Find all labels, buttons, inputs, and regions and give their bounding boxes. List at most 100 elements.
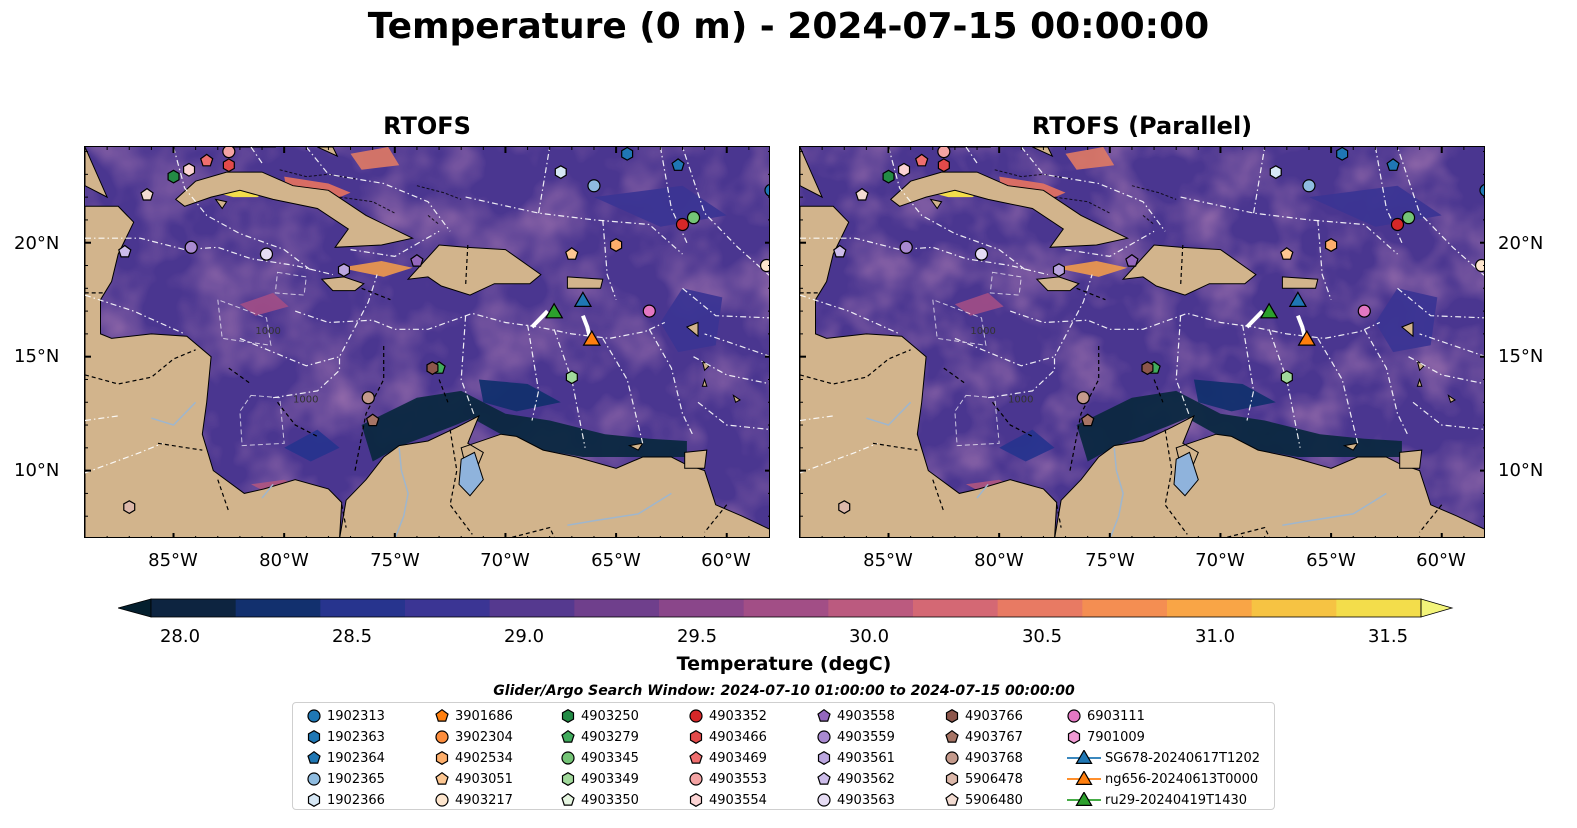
- argo-float-marker[interactable]: [565, 370, 578, 385]
- argo-float-marker[interactable]: [1141, 361, 1154, 376]
- argo-float-marker[interactable]: [1386, 158, 1400, 171]
- argo-float-marker[interactable]: [1336, 147, 1349, 161]
- cold-temperature-patch: [999, 429, 1055, 462]
- argo-float-marker[interactable]: [1080, 413, 1095, 427]
- argo-float-marker[interactable]: [974, 247, 989, 261]
- legend-marker[interactable]: [435, 771, 449, 785]
- argo-float-marker[interactable]: [565, 247, 579, 260]
- legend-marker[interactable]: [561, 772, 575, 786]
- glider-marker[interactable]: [544, 302, 564, 319]
- legend-marker[interactable]: [945, 751, 959, 765]
- argo-float-marker[interactable]: [897, 162, 911, 177]
- argo-float-marker[interactable]: [686, 211, 701, 225]
- legend-marker[interactable]: [307, 730, 321, 744]
- argo-float-marker[interactable]: [1390, 217, 1405, 232]
- argo-float-marker[interactable]: [426, 361, 439, 376]
- argo-float-marker[interactable]: [1479, 184, 1485, 197]
- argo-float-marker[interactable]: [222, 158, 235, 173]
- argo-float-marker[interactable]: [764, 184, 770, 197]
- argo-float-marker[interactable]: [1125, 253, 1139, 267]
- contour-label: 1000: [255, 326, 280, 337]
- argo-float-marker[interactable]: [1280, 247, 1294, 260]
- legend-marker[interactable]: [817, 771, 831, 785]
- glider-marker[interactable]: [1259, 302, 1279, 319]
- legend-marker[interactable]: [435, 793, 449, 807]
- argo-float-marker[interactable]: [838, 500, 851, 515]
- legend-marker[interactable]: [817, 793, 831, 807]
- legend-marker[interactable]: [1075, 771, 1093, 785]
- argo-float-marker[interactable]: [621, 147, 634, 161]
- argo-float-marker[interactable]: [199, 153, 214, 167]
- argo-float-marker[interactable]: [882, 169, 895, 184]
- argo-float-marker[interactable]: [1324, 238, 1338, 252]
- argo-float-marker[interactable]: [937, 147, 951, 159]
- argo-float-marker[interactable]: [222, 147, 236, 159]
- argo-float-marker[interactable]: [365, 413, 380, 427]
- legend-marker[interactable]: [945, 709, 959, 723]
- argo-float-marker[interactable]: [140, 187, 154, 201]
- legend-marker[interactable]: [1067, 730, 1081, 744]
- argo-float-marker[interactable]: [675, 217, 690, 232]
- argo-float-marker[interactable]: [410, 253, 424, 267]
- legend-marker[interactable]: [561, 729, 575, 743]
- argo-float-marker[interactable]: [1052, 263, 1065, 278]
- legend-marker[interactable]: [817, 708, 831, 722]
- argo-float-marker[interactable]: [642, 304, 656, 318]
- legend-marker[interactable]: [817, 730, 831, 744]
- legend-marker[interactable]: [945, 792, 959, 806]
- argo-float-marker[interactable]: [118, 244, 132, 258]
- legend-marker[interactable]: [689, 709, 703, 723]
- argo-float-marker[interactable]: [1076, 391, 1090, 405]
- legend-marker[interactable]: [435, 708, 449, 722]
- legend-marker[interactable]: [1075, 792, 1093, 806]
- argo-float-marker[interactable]: [123, 500, 136, 515]
- legend-marker[interactable]: [435, 751, 449, 765]
- legend-marker[interactable]: [1067, 709, 1081, 723]
- argo-float-marker[interactable]: [361, 391, 375, 405]
- argo-float-marker[interactable]: [759, 258, 770, 273]
- legend-marker[interactable]: [1075, 750, 1093, 764]
- glider-marker[interactable]: [1288, 291, 1308, 307]
- argo-float-marker[interactable]: [914, 153, 929, 167]
- argo-float-marker[interactable]: [259, 247, 274, 261]
- legend-marker[interactable]: [435, 730, 449, 744]
- glider-marker[interactable]: [1297, 329, 1316, 346]
- argo-float-marker[interactable]: [1280, 370, 1293, 385]
- argo-float-marker[interactable]: [1302, 179, 1316, 193]
- argo-float-marker[interactable]: [609, 238, 623, 252]
- legend-marker[interactable]: [689, 750, 703, 764]
- argo-float-marker[interactable]: [1269, 165, 1282, 180]
- argo-float-marker[interactable]: [1401, 211, 1416, 225]
- legend-marker[interactable]: [945, 772, 959, 786]
- glider-marker[interactable]: [573, 291, 593, 307]
- legend-marker[interactable]: [561, 792, 575, 806]
- legend-marker[interactable]: [689, 793, 703, 807]
- legend-marker[interactable]: [307, 772, 321, 786]
- argo-float-marker[interactable]: [833, 244, 847, 258]
- legend-label: 3901686: [455, 708, 513, 724]
- argo-float-marker[interactable]: [1357, 304, 1371, 318]
- legend-marker[interactable]: [561, 709, 575, 723]
- legend-marker[interactable]: [689, 730, 703, 744]
- argo-float-marker[interactable]: [899, 240, 913, 254]
- legend-marker[interactable]: [307, 793, 321, 807]
- legend-marker[interactable]: [307, 709, 321, 723]
- legend-marker[interactable]: [945, 729, 959, 743]
- argo-float-marker[interactable]: [671, 158, 685, 171]
- argo-float-marker[interactable]: [337, 263, 350, 278]
- legend-marker[interactable]: [307, 750, 321, 764]
- argo-float-marker[interactable]: [182, 162, 196, 177]
- legend-marker[interactable]: [689, 772, 703, 786]
- argo-float-marker[interactable]: [167, 169, 180, 184]
- legend-marker[interactable]: [561, 751, 575, 765]
- argo-float-marker[interactable]: [937, 158, 950, 173]
- argo-float-marker[interactable]: [184, 240, 198, 254]
- argo-float-marker[interactable]: [1474, 258, 1485, 273]
- argo-float-marker[interactable]: [855, 187, 869, 201]
- glider-marker[interactable]: [582, 329, 601, 346]
- legend-marker[interactable]: [817, 751, 831, 765]
- argo-float-marker[interactable]: [587, 179, 601, 193]
- argo-float-marker[interactable]: [554, 165, 567, 180]
